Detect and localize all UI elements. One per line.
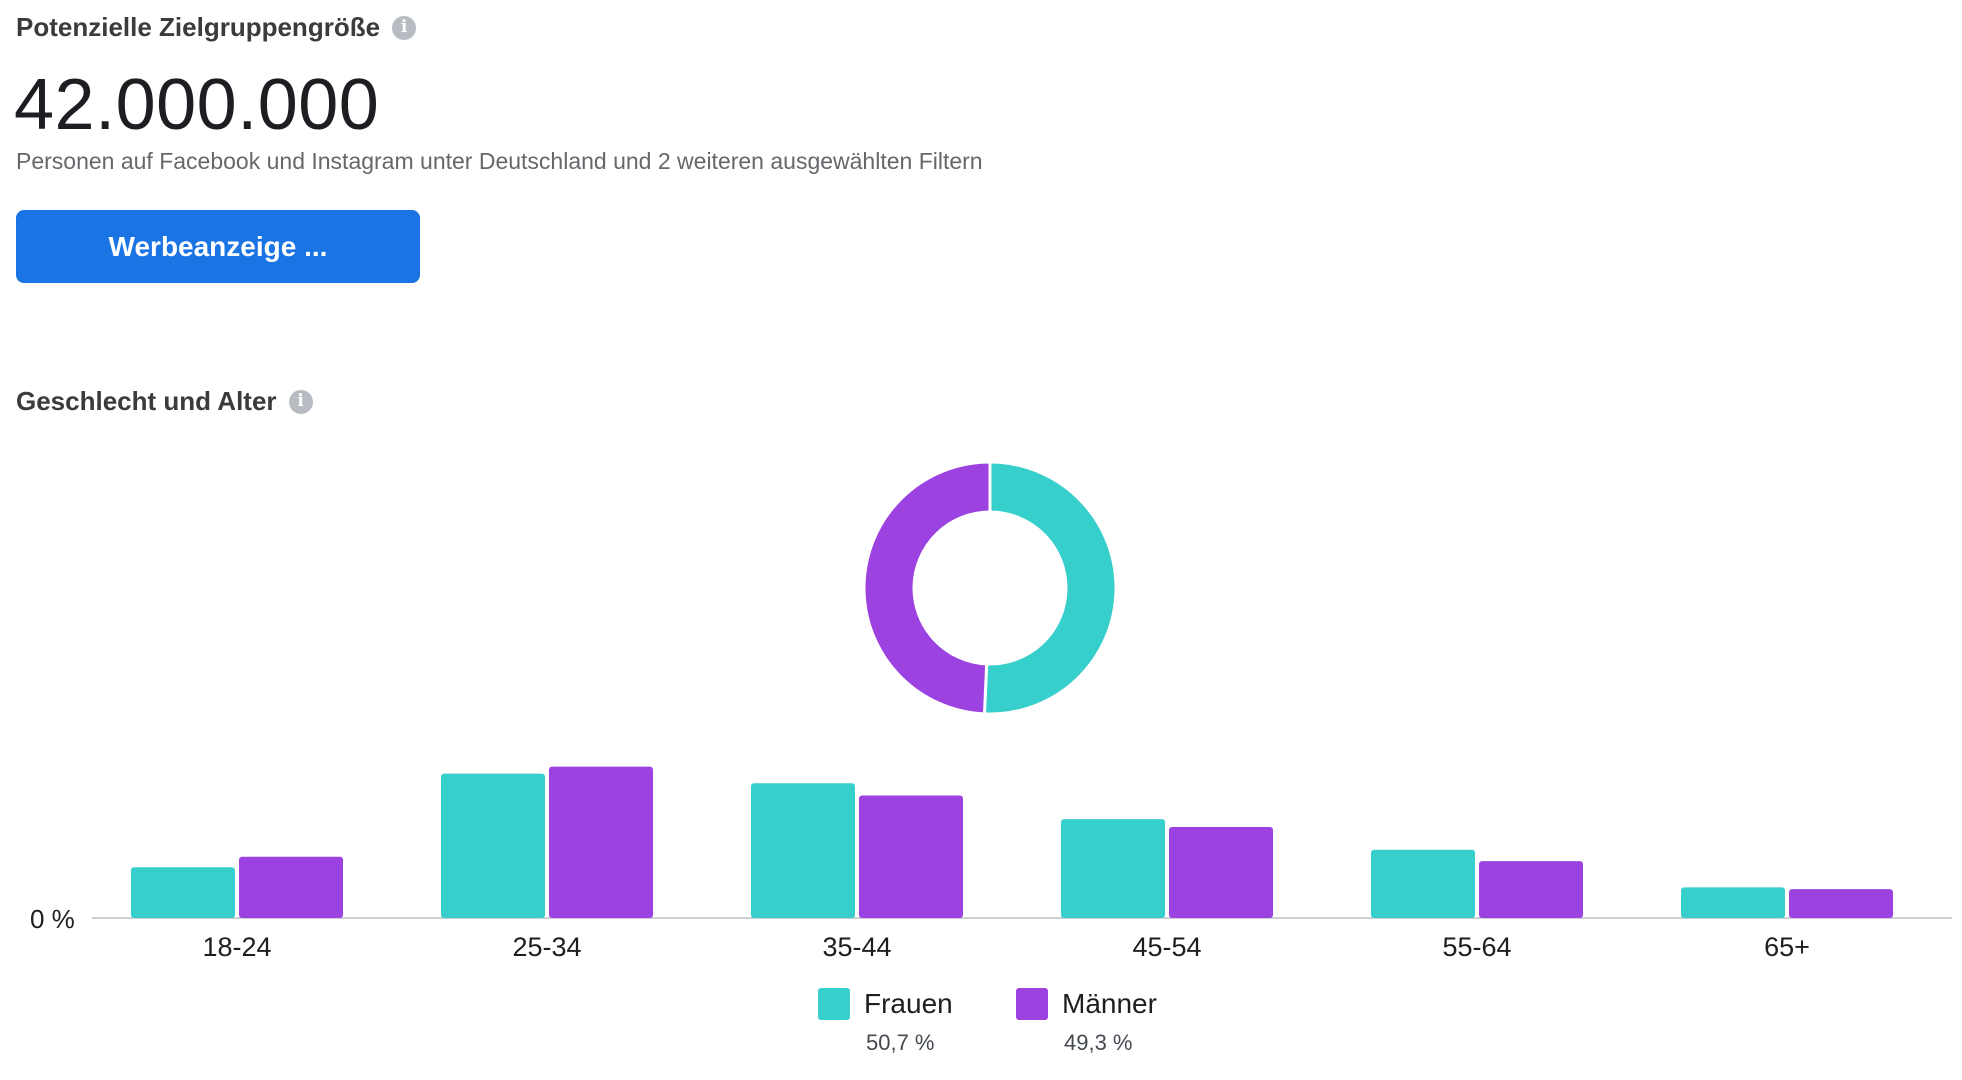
bar-45-54-männer [1169, 827, 1273, 918]
donut-slice-frauen [982, 460, 1118, 716]
gender-age-title: Geschlecht und Alter [16, 386, 277, 416]
legend-swatch-women [818, 988, 850, 1020]
legend-item-women[interactable]: Frauen [818, 988, 953, 1020]
info-icon[interactable]: i [288, 389, 313, 414]
bar-35-44-männer [859, 795, 963, 918]
bar-55-64-männer [1479, 861, 1583, 918]
donut-slice-männer [862, 460, 992, 716]
audience-size-heading: Potenzielle Zielgruppengröße i [16, 12, 417, 43]
x-tick-label: 65+ [1764, 932, 1810, 962]
audience-description: Personen auf Facebook und Instagram unte… [16, 148, 983, 174]
bar-65+-männer [1789, 889, 1893, 918]
legend-item-men[interactable]: Männer [1016, 988, 1157, 1020]
audience-size-value: 42.000.000 [14, 65, 380, 145]
legend-pct-women: 50,7 % [866, 1030, 935, 1055]
y-tick-label: 0 % [30, 904, 75, 934]
legend-pct-men: 49,3 % [1064, 1030, 1133, 1055]
x-tick-label: 45-54 [1132, 932, 1201, 962]
bar-25-34-frauen [441, 773, 545, 918]
x-tick-label: 25-34 [512, 932, 581, 962]
info-icon[interactable]: i [392, 15, 417, 40]
legend-swatch-men [1016, 988, 1048, 1020]
bar-65+-frauen [1681, 887, 1785, 918]
bar-25-34-männer [549, 766, 653, 918]
legend-label-men: Männer [1062, 988, 1157, 1019]
legend-label-women: Frauen [864, 988, 953, 1019]
bar-45-54-frauen [1061, 819, 1165, 918]
bar-55-64-frauen [1371, 849, 1475, 918]
x-tick-label: 18-24 [202, 932, 271, 962]
audience-size-title: Potenzielle Zielgruppengröße [16, 12, 381, 42]
gender-age-heading: Geschlecht und Alter i [16, 386, 313, 417]
bar-35-44-frauen [751, 783, 855, 918]
bar-18-24-frauen [131, 867, 235, 918]
gender-age-chart: 0 % 18-24 25-34 35-44 45-54 55-64 65+ [30, 460, 1952, 962]
x-tick-label: 35-44 [822, 932, 891, 962]
create-ad-button[interactable]: Werbeanzeige ... [16, 210, 420, 283]
bar-18-24-männer [239, 856, 343, 918]
x-tick-label: 55-64 [1442, 932, 1511, 962]
